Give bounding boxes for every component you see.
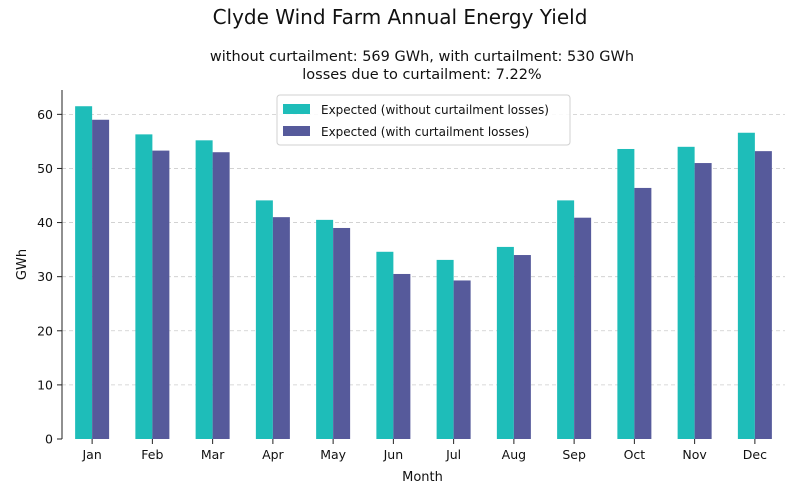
bar-with-curtailment: [634, 187, 652, 439]
bar-without-curtailment: [737, 132, 755, 440]
bar-without-curtailment: [617, 148, 635, 439]
chart-title: Clyde Wind Farm Annual Energy Yield: [212, 5, 588, 29]
y-tick-label: 60: [37, 107, 53, 122]
bar-without-curtailment: [677, 146, 695, 439]
gridlines: [62, 113, 785, 386]
x-tick-label: Nov: [682, 447, 707, 462]
legend: Expected (without curtailment losses) Exp…: [276, 94, 571, 146]
x-tick-label: Feb: [141, 447, 163, 462]
y-tick-label: 0: [45, 432, 53, 447]
x-tick-label: Jan: [81, 447, 101, 462]
bar-with-curtailment: [513, 255, 531, 439]
bar-with-curtailment: [92, 119, 110, 439]
bar-without-curtailment: [195, 140, 213, 439]
y-tick-label: 40: [37, 215, 53, 230]
x-tick-label: Oct: [624, 447, 646, 462]
bar-without-curtailment: [496, 246, 514, 439]
x-tick-label: Mar: [201, 447, 225, 462]
bar-with-curtailment: [694, 163, 712, 439]
bar-without-curtailment: [436, 259, 454, 439]
legend-swatch: [283, 126, 310, 136]
x-tick-label: Jun: [383, 447, 404, 462]
x-tick-label: Dec: [743, 447, 767, 462]
x-tick-label: Aug: [502, 447, 526, 462]
x-tick-label: May: [320, 447, 346, 462]
bar-without-curtailment: [255, 200, 273, 439]
axes: 0 10 20 30 40 50 60 Jan Feb Mar Apr May Jun Jul Aug Sep…: [15, 90, 767, 485]
x-tick-label: Apr: [262, 447, 284, 462]
bar-with-curtailment: [574, 217, 592, 439]
chart-subtitle-losses: losses due to curtailment: 7.22%: [302, 67, 542, 83]
bar-without-curtailment: [135, 134, 153, 439]
bar-with-curtailment: [333, 227, 351, 439]
bar-without-curtailment: [376, 251, 394, 439]
y-tick-label: 10: [37, 377, 53, 392]
legend-label: Expected (with curtailment losses): [321, 125, 529, 139]
bar-without-curtailment: [316, 219, 334, 439]
bar-with-curtailment: [152, 150, 170, 439]
x-tick-label: Sep: [562, 447, 586, 462]
legend-swatch: [283, 104, 310, 114]
bar-with-curtailment: [272, 217, 290, 439]
bar-with-curtailment: [754, 151, 772, 439]
bars: [75, 106, 772, 440]
chart-subtitle-totals: without curtailment: 569 GWh, with curta…: [209, 49, 635, 65]
y-axis-label: GWh: [15, 249, 30, 280]
x-axis-label: Month: [402, 470, 443, 485]
bar-without-curtailment: [75, 106, 93, 440]
legend-box: [276, 94, 571, 146]
bar-with-curtailment: [212, 152, 230, 440]
y-tick-label: 30: [37, 269, 53, 284]
y-tick-label: 50: [37, 161, 53, 176]
bar-with-curtailment: [393, 273, 411, 439]
bar-with-curtailment: [453, 280, 471, 439]
legend-label: Expected (without curtailment losses): [321, 103, 549, 117]
x-tick-label: Jul: [445, 447, 461, 462]
y-tick-label: 20: [37, 323, 53, 338]
bar-without-curtailment: [557, 200, 575, 439]
